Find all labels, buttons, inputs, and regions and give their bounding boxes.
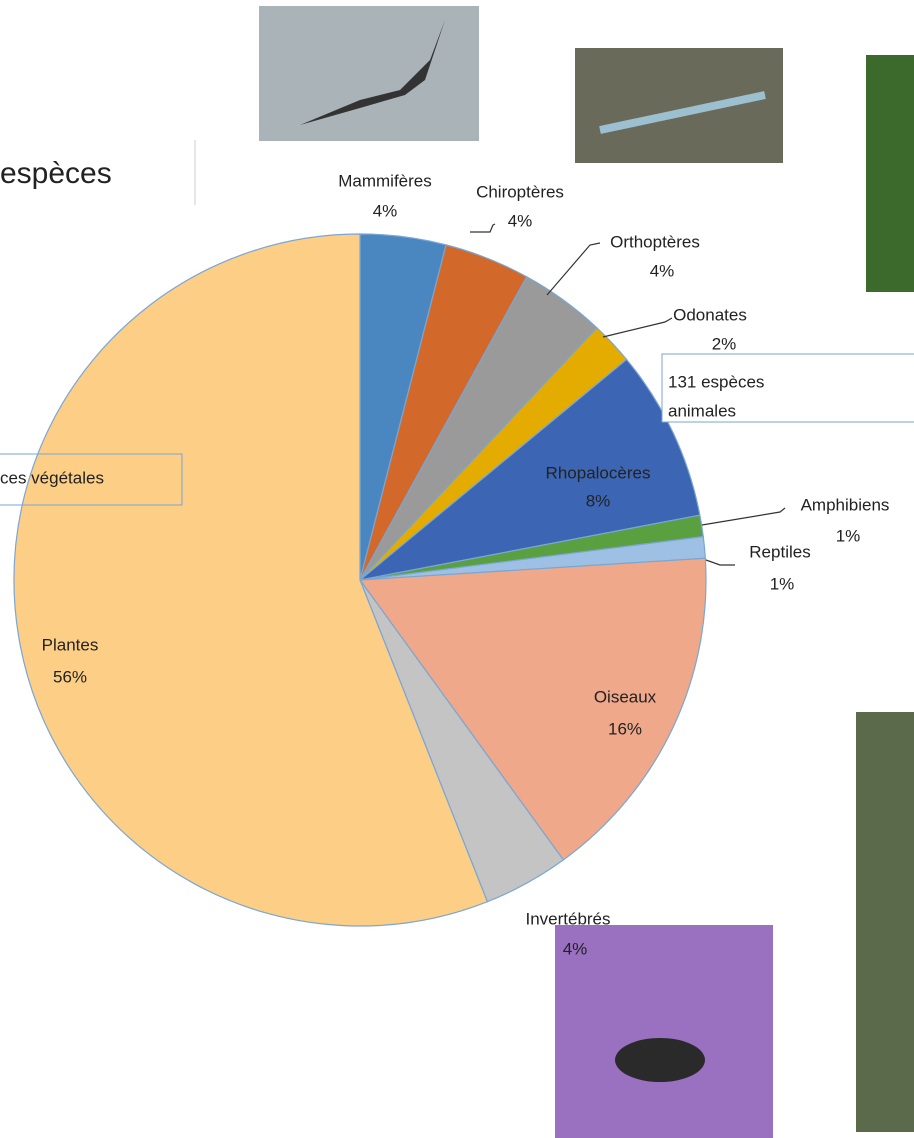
chart: espèces ces végétales 131 espèces animal… <box>0 0 914 1138</box>
value-label: 4% <box>563 939 588 958</box>
plant-photo <box>866 55 914 292</box>
value-label: 4% <box>650 261 675 280</box>
value-label: 1% <box>836 526 861 545</box>
slice-label: Oiseaux <box>594 687 657 706</box>
bee-shape <box>615 1038 705 1082</box>
slice-label: Mammifères <box>338 171 432 190</box>
annotation: 131 espèces <box>668 372 764 391</box>
bat-photo <box>259 6 479 141</box>
value-label: 4% <box>508 211 533 230</box>
slice-label: Reptiles <box>749 542 810 561</box>
slice-label: Invertébrés <box>525 909 610 928</box>
bee-photo <box>555 925 773 1138</box>
dragonfly-photo <box>575 48 783 163</box>
leader-line <box>470 224 495 232</box>
landscape-photo <box>856 712 914 1132</box>
slice-label: Orthoptères <box>610 232 700 251</box>
leader-line <box>702 508 785 525</box>
title: espèces <box>0 157 112 190</box>
slice-label: Chiroptères <box>476 182 564 201</box>
pie <box>14 234 706 926</box>
value-label: 8% <box>586 491 611 510</box>
leader-line <box>547 243 600 295</box>
slice-label: Odonates <box>673 305 747 324</box>
leader-line <box>706 560 735 565</box>
value-label: 4% <box>373 201 398 220</box>
slice-label: Amphibiens <box>801 495 890 514</box>
page: {"chart_data": {"type": "pie", "title": … <box>0 0 914 1138</box>
leader-line <box>603 318 672 337</box>
value-label: 56% <box>53 667 87 686</box>
value-label: 2% <box>712 334 737 353</box>
value-label: 16% <box>608 719 642 738</box>
slice-label: Plantes <box>42 635 99 654</box>
annotation: animales <box>668 401 736 420</box>
slice-label: Rhopalocères <box>546 463 651 482</box>
annotation: ces végétales <box>0 468 104 487</box>
value-label: 1% <box>770 574 795 593</box>
